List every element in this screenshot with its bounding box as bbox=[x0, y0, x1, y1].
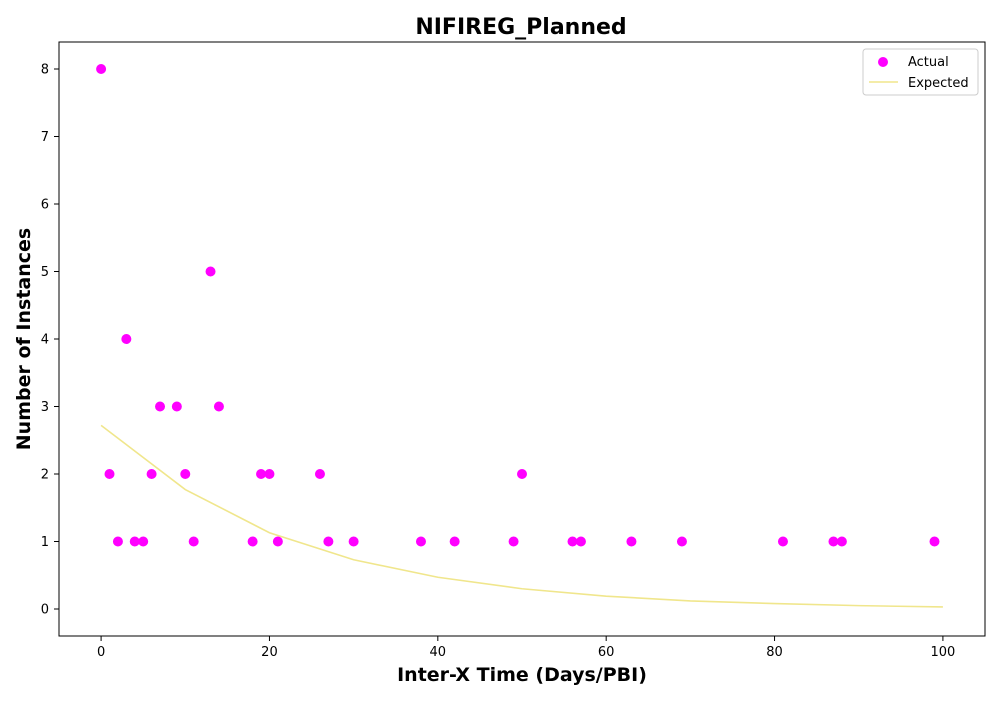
x-axis-label: Inter-X Time (Days/PBI) bbox=[397, 664, 647, 686]
x-axis-ticks: 0 20 40 60 80 100 bbox=[97, 636, 955, 660]
legend-actual-marker bbox=[878, 57, 888, 67]
actual-point bbox=[247, 536, 258, 547]
series-layer bbox=[96, 64, 943, 608]
y-tick-label: 7 bbox=[41, 130, 49, 145]
actual-point bbox=[348, 536, 359, 547]
y-axis-ticks: 0 1 2 3 4 5 6 7 8 bbox=[41, 63, 59, 618]
y-tick-label: 4 bbox=[41, 333, 49, 348]
actual-point bbox=[272, 536, 283, 547]
y-tick-label: 1 bbox=[41, 535, 49, 550]
y-tick-label: 5 bbox=[41, 265, 49, 280]
y-tick-label: 3 bbox=[41, 400, 49, 415]
plot-area: 0 1 2 3 4 5 6 7 8 0 20 40 60 80 100 bbox=[41, 41, 986, 660]
actual-point bbox=[449, 536, 460, 547]
x-tick-label: 40 bbox=[430, 645, 447, 660]
actual-point bbox=[146, 469, 157, 479]
y-tick-label: 2 bbox=[41, 468, 49, 483]
actual-point bbox=[567, 536, 578, 547]
y-tick-label: 8 bbox=[41, 63, 49, 78]
actual-point bbox=[112, 536, 123, 547]
legend-expected-label: Expected bbox=[908, 76, 969, 91]
actual-point bbox=[188, 536, 199, 547]
actual-point bbox=[205, 266, 216, 277]
y-tick-label: 6 bbox=[41, 198, 49, 213]
actual-point bbox=[96, 64, 107, 74]
actual-point bbox=[508, 536, 519, 547]
actual-point bbox=[138, 536, 149, 547]
actual-point bbox=[256, 469, 267, 479]
actual-point bbox=[575, 536, 586, 547]
actual-point bbox=[155, 401, 166, 412]
legend-actual-label: Actual bbox=[908, 55, 949, 70]
actual-point bbox=[180, 469, 191, 479]
actual-point bbox=[777, 536, 788, 547]
actual-point bbox=[929, 536, 940, 547]
actual-point bbox=[121, 334, 132, 344]
x-tick-label: 0 bbox=[97, 645, 105, 660]
plot-frame bbox=[58, 41, 986, 637]
actual-point bbox=[129, 536, 140, 547]
legend-box bbox=[862, 48, 979, 96]
actual-point bbox=[415, 536, 426, 547]
actual-point bbox=[104, 469, 115, 479]
x-tick-label: 20 bbox=[261, 645, 278, 660]
actual-point bbox=[517, 469, 527, 479]
actual-point bbox=[828, 536, 839, 547]
x-tick-label: 60 bbox=[598, 645, 615, 660]
actual-point bbox=[676, 536, 687, 547]
actual-point bbox=[323, 536, 334, 547]
actual-point bbox=[626, 536, 637, 547]
x-tick-label: 100 bbox=[930, 645, 955, 660]
actual-point bbox=[213, 401, 224, 412]
actual-point bbox=[836, 536, 847, 547]
actual-point bbox=[314, 469, 325, 479]
actual-point bbox=[264, 469, 275, 479]
expected-line bbox=[100, 424, 943, 608]
chart-title: NIFIREG_Planned bbox=[415, 15, 626, 40]
legend: Actual Expected bbox=[862, 48, 979, 96]
y-axis-label: Number of Instances bbox=[13, 228, 35, 450]
actual-point bbox=[171, 401, 182, 412]
y-tick-label: 0 bbox=[41, 603, 49, 618]
x-tick-label: 80 bbox=[766, 645, 783, 660]
